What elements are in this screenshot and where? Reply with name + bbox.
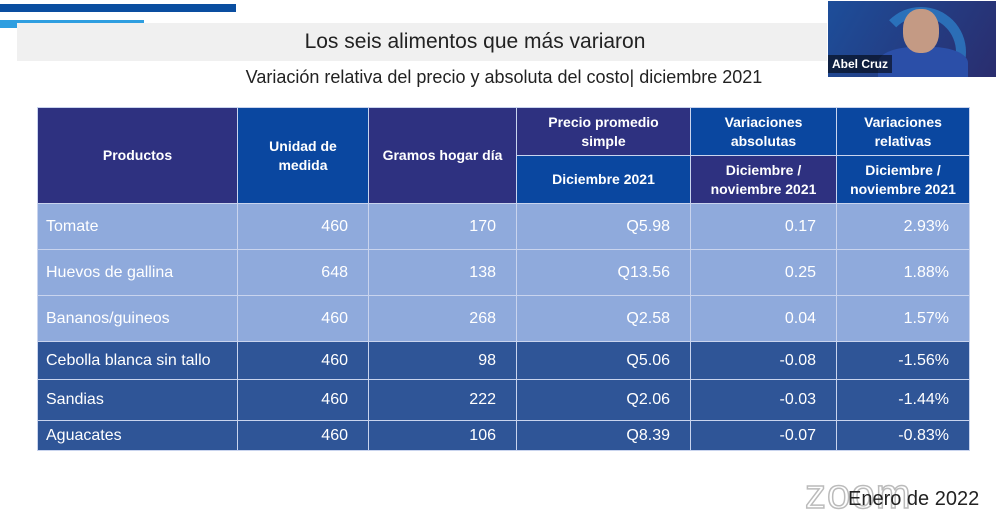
participant-name: Abel Cruz [828, 55, 893, 73]
participant-avatar [903, 9, 939, 53]
cell-gramos: 98 [368, 341, 517, 380]
slide-footer-date: Enero de 2022 [848, 488, 980, 510]
cell-product: Aguacates [37, 420, 238, 451]
cell-var-abs: -0.08 [690, 341, 837, 380]
cell-var-rel: -0.83% [836, 420, 970, 451]
cell-var-abs: 0.04 [690, 295, 837, 342]
slide-subtitle: Variación relativa del precio y absoluta… [245, 67, 763, 87]
header-rel: Variaciones relativas [836, 107, 970, 156]
cell-product: Huevos de gallina [37, 249, 238, 296]
table-row: Huevos de gallina 648 138 Q13.56 0.25 1.88% [37, 249, 970, 296]
header-abs: Variaciones absolutas [690, 107, 837, 156]
header-gramos: Gramos hogar día [368, 107, 517, 204]
cell-gramos: 138 [368, 249, 517, 296]
cell-product: Bananos/guineos [37, 295, 238, 342]
cell-var-rel: 1.88% [836, 249, 970, 296]
cell-gramos: 170 [368, 203, 517, 250]
cell-unidad: 460 [237, 341, 369, 380]
cell-gramos: 106 [368, 420, 517, 451]
cell-product: Cebolla blanca sin tallo [37, 341, 238, 380]
header-abs-sub: Diciembre / noviembre 2021 [690, 155, 837, 204]
header-unidad: Unidad de medida [237, 107, 369, 204]
cell-unidad: 460 [237, 379, 369, 421]
cell-precio: Q8.39 [516, 420, 691, 451]
table-row: Aguacates 460 106 Q8.39 -0.07 -0.83% [37, 420, 970, 451]
cell-var-rel: 1.57% [836, 295, 970, 342]
table-row: Sandias 460 222 Q2.06 -0.03 -1.44% [37, 379, 970, 421]
table-row: Bananos/guineos 460 268 Q2.58 0.04 1.57% [37, 295, 970, 342]
cell-gramos: 222 [368, 379, 517, 421]
slide-title: Los seis alimentos que más variaron [304, 30, 646, 53]
cell-product: Sandias [37, 379, 238, 421]
table-row: Tomate 460 170 Q5.98 0.17 2.93% [37, 203, 970, 250]
cell-gramos: 268 [368, 295, 517, 342]
header-productos: Productos [37, 107, 238, 204]
cell-unidad: 460 [237, 203, 369, 250]
cell-product: Tomate [37, 203, 238, 250]
cell-precio: Q13.56 [516, 249, 691, 296]
cell-var-abs: 0.25 [690, 249, 837, 296]
cell-unidad: 460 [237, 420, 369, 451]
header-rel-sub: Diciembre / noviembre 2021 [836, 155, 970, 204]
cell-var-abs: 0.17 [690, 203, 837, 250]
price-variation-table: Productos Unidad de medida Gramos hogar … [37, 107, 970, 451]
cell-var-rel: 2.93% [836, 203, 970, 250]
cell-var-abs: -0.07 [690, 420, 837, 451]
decor-bar-dark [0, 4, 236, 12]
table-row: Cebolla blanca sin tallo 460 98 Q5.06 -0.08-… [37, 341, 970, 380]
participant-video[interactable]: Abel Cruz [828, 1, 996, 77]
cell-var-abs: -0.03 [690, 379, 837, 421]
cell-precio: Q5.98 [516, 203, 691, 250]
cell-precio: Q2.58 [516, 295, 691, 342]
header-precio-sub: Diciembre 2021 [516, 155, 691, 204]
header-precio: Precio promedio simple [516, 107, 691, 156]
cell-var-rel: -1.56% [836, 341, 970, 380]
cell-unidad: 460 [237, 295, 369, 342]
title-background [17, 23, 827, 61]
cell-precio: Q2.06 [516, 379, 691, 421]
cell-precio: Q5.06 [516, 341, 691, 380]
cell-unidad: 648 [237, 249, 369, 296]
cell-var-rel: -1.44% [836, 379, 970, 421]
